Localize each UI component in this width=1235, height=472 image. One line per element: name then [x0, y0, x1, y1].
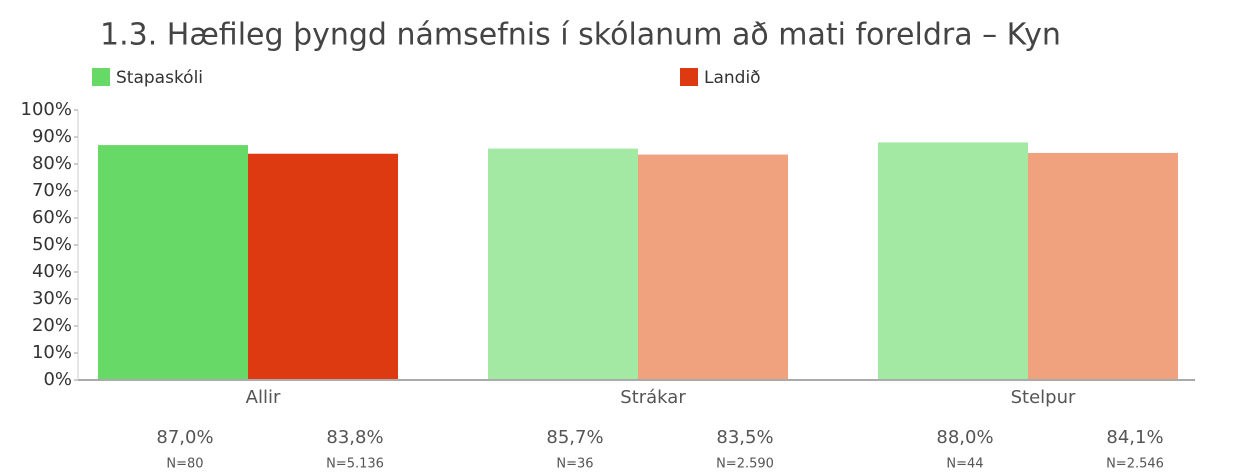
value-label: 83,8%	[326, 427, 383, 448]
sample-label: N=80	[166, 457, 203, 472]
chart-title: 1.3. Hæfileg þyngd námsefnis í skólanum …	[100, 18, 1061, 53]
bar	[488, 148, 638, 380]
x-tick-label: Stelpur	[1011, 387, 1076, 408]
sample-label: N=5.136	[326, 457, 384, 472]
y-tick-label: 90%	[32, 126, 72, 147]
legend-swatch	[680, 68, 698, 86]
bar	[878, 142, 1028, 380]
sample-label: N=36	[556, 457, 593, 472]
value-label: 83,5%	[716, 427, 773, 448]
legend-label: Landið	[704, 68, 761, 88]
value-label: 84,1%	[1106, 427, 1163, 448]
sample-label: N=44	[946, 457, 983, 472]
legend-swatch	[92, 68, 110, 86]
legend-label: Stapaskóli	[116, 68, 203, 88]
bar	[638, 154, 788, 380]
value-label: 88,0%	[936, 427, 993, 448]
y-tick-label: 0%	[43, 369, 72, 390]
y-tick-label: 80%	[32, 153, 72, 174]
sample-label: N=2.590	[716, 457, 774, 472]
y-tick-label: 40%	[32, 261, 72, 282]
x-tick-label: Strákar	[620, 387, 686, 408]
value-label: 87,0%	[156, 427, 213, 448]
y-tick-label: 60%	[32, 207, 72, 228]
bar	[98, 145, 248, 380]
y-tick-label: 20%	[32, 315, 72, 336]
bar	[1028, 152, 1178, 380]
value-label: 85,7%	[546, 427, 603, 448]
y-tick-label: 70%	[32, 180, 72, 201]
bar	[248, 153, 398, 380]
x-tick-label: Allir	[246, 387, 281, 408]
y-tick-label: 50%	[32, 234, 72, 255]
y-tick-label: 100%	[21, 99, 72, 120]
y-tick-label: 30%	[32, 288, 72, 309]
y-tick-label: 10%	[32, 342, 72, 363]
sample-label: N=2.546	[1106, 457, 1164, 472]
